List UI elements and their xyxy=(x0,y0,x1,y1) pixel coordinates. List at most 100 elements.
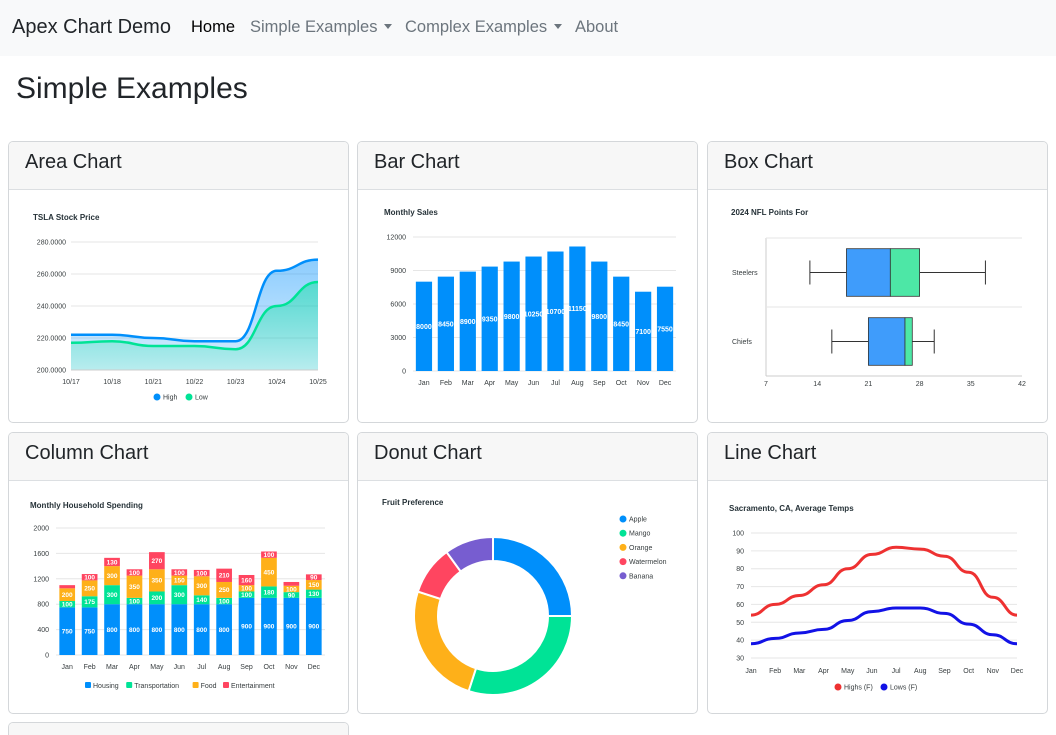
bar-data-label: 10700 xyxy=(546,309,566,316)
stacked-segment-food xyxy=(216,581,232,598)
x-tick-label: May xyxy=(505,380,519,387)
stacked-segment-entertainment xyxy=(149,552,165,570)
box-lower xyxy=(846,248,891,297)
stacked-segment-food xyxy=(238,585,255,592)
next-chart-card xyxy=(8,722,349,735)
x-tick-label: Oct xyxy=(963,668,974,675)
x-tick-label: Aug xyxy=(914,668,927,675)
segment-data-label: 300 xyxy=(196,583,207,590)
stacked-segment-housing xyxy=(126,604,143,655)
x-tick-label: Dec xyxy=(308,664,321,671)
segment-data-label: 900 xyxy=(286,624,297,631)
x-tick-label: Mar xyxy=(793,668,806,675)
area-chart: TSLA Stock Price 200.0000 220.0000 240.0000… xyxy=(33,213,327,402)
donut-chart-card: Donut Chart Fruit Preference Apple Mango Or… xyxy=(357,432,698,714)
stacked-segment-transportation xyxy=(59,601,76,608)
x-tick-label: Dec xyxy=(659,380,672,387)
nav-dropdown-simple-examples[interactable]: Simple Examples xyxy=(250,18,393,37)
segment-data-label: 100 xyxy=(264,552,275,559)
stacked-segment-transportation xyxy=(149,591,165,605)
x-tick-label: Feb xyxy=(440,380,452,387)
x-tick-label: 10/17 xyxy=(62,379,80,386)
legend-marker xyxy=(223,682,229,688)
area-line-high xyxy=(71,258,319,343)
x-tick-label: Nov xyxy=(637,380,650,387)
stacked-segment-housing xyxy=(193,604,210,655)
legend-label: Lows (F) xyxy=(890,685,917,692)
x-tick-label: Apr xyxy=(818,668,830,675)
bar xyxy=(547,251,564,371)
x-tick-label: Feb xyxy=(84,664,96,671)
legend-marker xyxy=(619,515,627,523)
y-tick-label: 240.0000 xyxy=(37,304,66,311)
y-category-label: Chiefs xyxy=(732,339,752,346)
segment-data-label: 210 xyxy=(219,573,230,580)
x-tick-label: 10/23 xyxy=(227,379,245,386)
stacked-segment-food xyxy=(283,585,300,593)
chart-title: Fruit Preference xyxy=(382,498,444,507)
x-tick-label: 10/25 xyxy=(309,379,327,386)
stacked-segment-housing xyxy=(283,597,300,655)
segment-data-label: 100 xyxy=(129,570,140,577)
legend-label: Housing xyxy=(93,683,119,690)
x-tick-label: Sep xyxy=(240,664,253,671)
legend-marker xyxy=(880,683,888,691)
box-upper xyxy=(889,248,920,297)
bar xyxy=(481,266,498,371)
card-title: Bar Chart xyxy=(358,142,697,190)
x-tick-label: Mar xyxy=(106,664,119,671)
y-tick-label: 90 xyxy=(736,548,744,555)
segment-data-label: 100 xyxy=(174,570,185,577)
legend-marker xyxy=(619,572,627,580)
y-tick-label: 80 xyxy=(736,566,744,573)
stacked-segment-entertainment xyxy=(104,557,120,567)
card-title: Column Chart xyxy=(9,433,348,481)
x-tick-label: 42 xyxy=(1018,381,1026,388)
segment-data-label: 140 xyxy=(196,597,207,604)
segment-data-label: 130 xyxy=(107,559,118,566)
column-chart: Monthly Household Spending 0 400 800 1200 160… xyxy=(30,501,325,690)
legend-label: High xyxy=(163,395,178,402)
x-tick-label: 21 xyxy=(865,381,873,388)
x-tick-label: Jun xyxy=(174,664,185,671)
nav-link-home[interactable]: Home xyxy=(191,18,236,36)
segment-data-label: 450 xyxy=(264,569,275,576)
stacked-segment-transportation xyxy=(193,595,210,605)
x-tick-label: Jan xyxy=(418,380,429,387)
x-tick-label: 28 xyxy=(916,381,924,388)
x-tick-label: 10/21 xyxy=(145,379,163,386)
x-tick-label: May xyxy=(150,664,164,671)
stacked-segment-housing xyxy=(305,597,322,655)
caret-down-icon xyxy=(554,24,563,29)
segment-data-label: 900 xyxy=(241,624,252,631)
y-tick-label: 9000 xyxy=(390,268,406,275)
stacked-segment-transportation xyxy=(238,591,255,598)
stacked-segment-entertainment xyxy=(238,574,255,586)
stacked-segment-entertainment xyxy=(126,569,143,576)
y-tick-label: 0 xyxy=(402,369,406,376)
nav-dropdown-complex-examples[interactable]: Complex Examples xyxy=(405,18,563,37)
legend-marker xyxy=(126,682,133,688)
bar xyxy=(569,246,586,371)
stacked-segment-transportation xyxy=(216,597,232,605)
bar xyxy=(459,271,476,371)
legend-marker xyxy=(619,543,627,551)
x-tick-label: 35 xyxy=(967,381,975,388)
bar-data-label: 11150 xyxy=(568,306,587,313)
stacked-segment-transportation xyxy=(81,596,98,608)
segment-data-label: 300 xyxy=(107,592,118,599)
navbar-brand[interactable]: Apex Chart Demo xyxy=(12,16,171,38)
segment-data-label: 200 xyxy=(151,595,162,602)
nav-link-about[interactable]: About xyxy=(575,18,619,36)
segment-data-label: 250 xyxy=(84,586,95,593)
segment-data-label: 270 xyxy=(151,558,162,565)
legend-label: Mango xyxy=(629,531,651,538)
segment-data-label: 100 xyxy=(84,575,95,582)
chart-title: 2024 NFL Points For xyxy=(731,208,808,217)
segment-data-label: 150 xyxy=(174,578,185,585)
segment-data-label: 350 xyxy=(151,578,162,585)
segment-data-label: 800 xyxy=(129,627,140,634)
segment-data-label: 150 xyxy=(308,582,319,589)
stacked-segment-food xyxy=(171,575,188,586)
legend-label: Entertainment xyxy=(231,683,275,690)
